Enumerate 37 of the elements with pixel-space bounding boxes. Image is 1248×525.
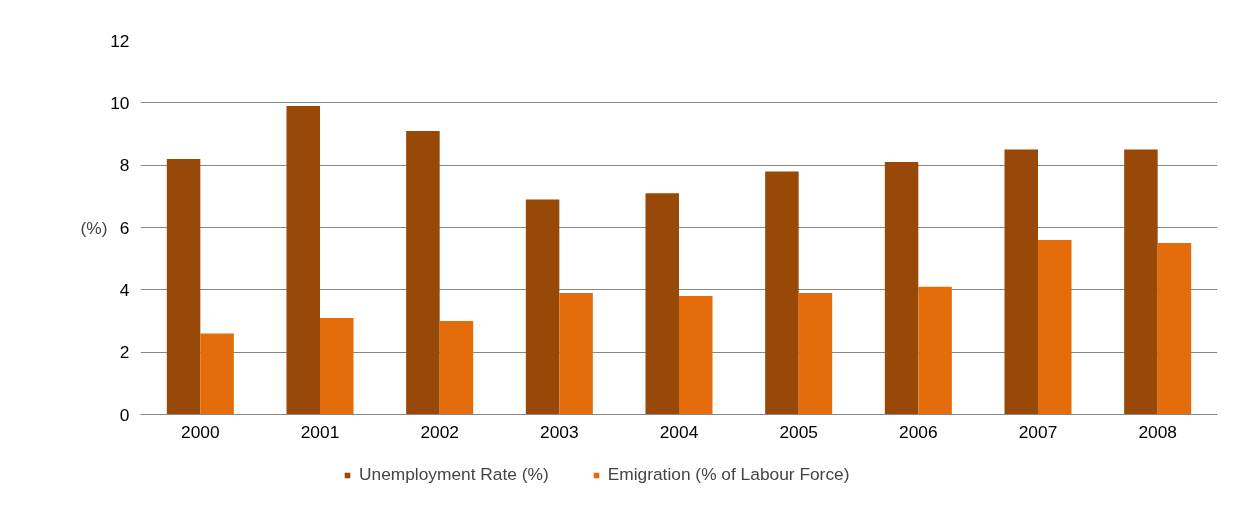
x-tick-label: 2004 [659, 421, 699, 442]
y-tick-label: 0 [119, 404, 130, 425]
legend-label: Unemployment Rate (%) [359, 464, 549, 485]
x-tick-label: 2007 [1018, 421, 1058, 442]
y-tick-label: 8 [119, 155, 130, 176]
bar [406, 130, 440, 415]
bar [1004, 149, 1038, 415]
bar [645, 193, 679, 415]
bar [1157, 243, 1192, 415]
x-tick-label: 2008 [1138, 421, 1177, 442]
x-tick-label: 2005 [779, 421, 818, 442]
bar [439, 321, 474, 415]
bar [884, 162, 919, 415]
bar [200, 333, 234, 415]
legend-label: Emigration (% of Labour Force) [607, 464, 850, 485]
bar [765, 171, 799, 415]
y-tick-label: 6 [119, 217, 130, 238]
bar [559, 292, 593, 415]
bar [679, 296, 713, 415]
x-tick-label: 2000 [181, 421, 220, 442]
x-tick-label: 2006 [899, 421, 938, 442]
x-tick-label: 2001 [300, 421, 340, 442]
x-tick-label: 2003 [540, 421, 579, 442]
bar [1038, 239, 1072, 415]
bar [525, 199, 560, 415]
bar [918, 286, 952, 415]
bar [320, 317, 354, 415]
y-tick-label: 2 [119, 342, 130, 363]
y-tick-label: 4 [119, 279, 130, 300]
y-tick-label: 12 [110, 30, 130, 51]
bar [166, 158, 201, 415]
bar [798, 292, 833, 415]
x-tick-label: 2002 [420, 421, 459, 442]
bar [286, 105, 320, 415]
y-tick-label: 10 [110, 92, 130, 113]
bar [1124, 149, 1158, 415]
y-axis-title: (%) [80, 217, 108, 238]
